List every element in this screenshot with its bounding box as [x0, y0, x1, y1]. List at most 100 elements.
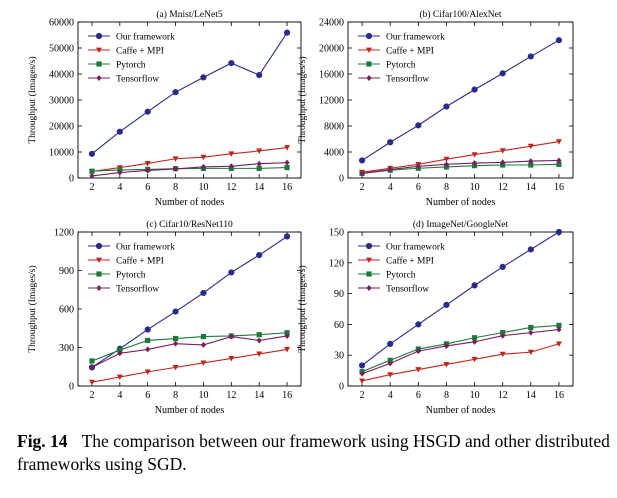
legend-label: Tensorflow: [116, 74, 159, 85]
charts-svg: (a) Mnist/LeNet5010000200003000040000500…: [27, 9, 574, 416]
data-point: [117, 350, 123, 357]
data-point: [256, 165, 262, 171]
data-point: [387, 166, 393, 173]
legend-marker: [366, 47, 372, 53]
legend-label: Our framework: [386, 242, 445, 253]
legend-marker: [95, 32, 103, 40]
y-tick-label: 120: [329, 258, 344, 269]
data-point: [471, 86, 478, 93]
x-tick-label: 12: [226, 390, 236, 401]
data-point: [556, 326, 562, 333]
figure-caption: Fig. 14 The comparison between our framew…: [17, 430, 612, 476]
y-axis-label: Throughput (Images/s): [27, 265, 38, 352]
y-tick-label: 90: [334, 289, 344, 300]
data-point: [499, 263, 506, 271]
x-tick-label: 6: [416, 182, 421, 193]
data-point: [172, 156, 179, 162]
data-point: [117, 169, 123, 176]
data-point: [89, 172, 95, 179]
data-point: [443, 301, 450, 308]
series-line: [361, 141, 560, 173]
series-line: [361, 328, 559, 375]
data-point: [228, 163, 234, 170]
x-tick-label: 16: [282, 390, 292, 401]
legend-marker: [366, 257, 372, 263]
plot-frame: [347, 231, 574, 387]
data-point: [527, 349, 534, 356]
data-point: [443, 103, 450, 110]
y-axis-label: Throughput (Images/s): [27, 56, 38, 143]
legend: Our framework Caffe + MPI Pytorch Tensorflo…: [358, 32, 445, 85]
series-line: [91, 348, 288, 383]
chart-title: (c) Cifar10/ResNet110: [146, 219, 233, 230]
legend-label: Tensorflow: [116, 284, 159, 295]
data-point: [172, 89, 179, 96]
x-tick-label: 6: [145, 390, 150, 401]
series-4: [359, 326, 562, 377]
legend-label: Pytorch: [386, 271, 416, 281]
data-point: [358, 157, 366, 164]
x-tick-label: 12: [226, 182, 236, 193]
legend-label: Caffe + MPI: [386, 46, 434, 57]
chart-title: (b) Cifar100/AlexNet: [419, 9, 501, 20]
data-point: [528, 329, 534, 336]
x-tick-label: 2: [360, 182, 365, 193]
data-point: [144, 161, 151, 167]
data-point: [145, 346, 151, 353]
chart-title: (d) ImageNet/GoogleNet: [413, 219, 509, 230]
data-point: [284, 145, 291, 151]
data-point: [556, 322, 562, 329]
legend-marker: [366, 285, 372, 291]
x-tick-label: 6: [416, 390, 421, 401]
series-line: [361, 324, 559, 373]
series-1: [358, 228, 563, 369]
plot-frame: [347, 21, 574, 179]
data-point: [284, 330, 290, 336]
data-point: [556, 157, 562, 164]
data-point: [228, 356, 235, 362]
legend-label: Tensorflow: [386, 284, 429, 295]
y-tick-label: 12000: [319, 96, 344, 107]
x-tick-label: 12: [498, 390, 508, 401]
data-point: [88, 150, 96, 157]
series-line: [91, 162, 288, 177]
data-point: [172, 308, 179, 315]
data-point: [116, 374, 123, 381]
data-point: [284, 347, 291, 353]
x-tick-label: 8: [444, 390, 449, 401]
data-point: [387, 372, 394, 378]
legend-marker: [365, 32, 373, 40]
series-line: [361, 163, 559, 174]
y-axis-label: Throughput (Images/s): [297, 265, 308, 352]
data-point: [527, 246, 534, 253]
x-axis-label: Number of nodes: [155, 197, 225, 208]
data-point: [200, 360, 207, 366]
data-point: [528, 158, 534, 165]
x-tick-label: 10: [198, 390, 208, 401]
x-tick-label: 10: [198, 182, 208, 193]
x-tick-label: 14: [526, 390, 536, 401]
data-point: [228, 59, 235, 67]
legend-marker: [365, 242, 373, 250]
data-point: [499, 351, 506, 358]
data-point: [283, 29, 291, 36]
data-point: [89, 364, 95, 371]
x-tick-label: 14: [254, 182, 264, 193]
legend-marker: [96, 257, 102, 263]
data-point: [387, 360, 393, 367]
legend-marker: [366, 61, 372, 67]
series-line: [91, 147, 288, 173]
data-point: [283, 233, 291, 240]
data-point: [528, 324, 534, 331]
data-point: [256, 337, 262, 344]
legend-label: Pytorch: [116, 271, 146, 281]
data-point: [527, 53, 534, 60]
chart-panel-1: (a) Mnist/LeNet5 0 10000 20000 30000 40000 500…: [27, 9, 302, 208]
data-point: [144, 369, 151, 375]
legend-marker: [96, 61, 102, 67]
data-point: [471, 152, 478, 158]
x-tick-label: 8: [173, 390, 178, 401]
data-point: [145, 167, 151, 174]
caption-text: The comparison between our framework usi…: [17, 431, 610, 474]
data-point: [359, 170, 365, 177]
